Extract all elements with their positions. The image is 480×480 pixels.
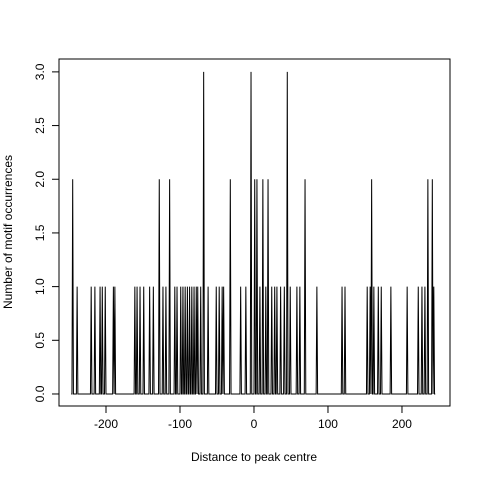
x-tick-label: 0: [251, 417, 258, 431]
x-tick-label: -100: [168, 417, 192, 431]
y-tick-label: 2.5: [33, 117, 47, 134]
y-tick-label: 2.0: [33, 171, 47, 188]
x-tick-label: 200: [392, 417, 412, 431]
x-axis-label: Distance to peak centre: [191, 450, 317, 464]
y-tick-label: 0.5: [33, 332, 47, 349]
x-tick-label: -200: [94, 417, 118, 431]
data-line: [71, 71, 436, 395]
y-tick-label: 3.0: [33, 63, 47, 80]
x-tick-label: 100: [318, 417, 338, 431]
y-tick-label: 1.0: [33, 278, 47, 295]
y-axis-label: Number of motif occurrences: [1, 155, 15, 309]
y-tick-label: 0.0: [33, 385, 47, 402]
y-tick-label: 1.5: [33, 224, 47, 241]
